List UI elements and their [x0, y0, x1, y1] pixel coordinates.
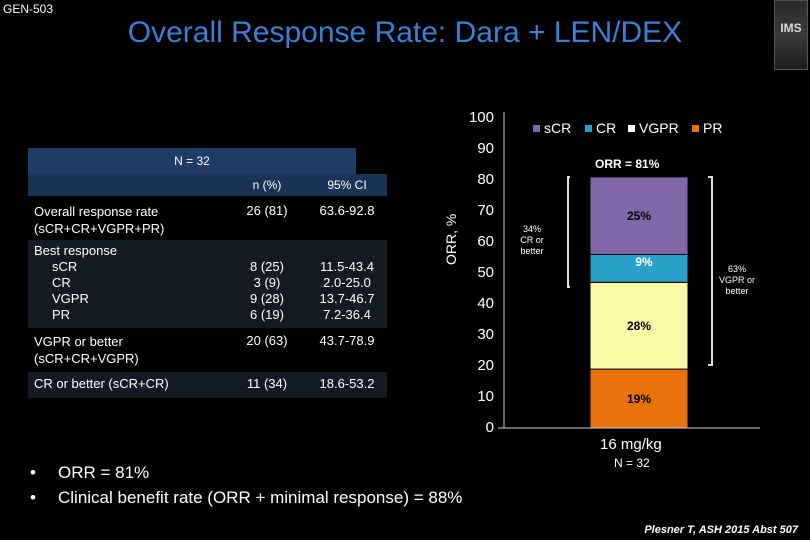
row-n: 11 (34): [246, 376, 288, 391]
legend-swatch: [585, 124, 592, 132]
table-row: Overall response rate (sCR+CR+VGPR+PR) 2…: [28, 200, 387, 240]
row-label: Overall response rate (sCR+CR+VGPR+PR): [34, 204, 165, 236]
vgpr-or-better-bracket: [708, 176, 713, 366]
sub-n: 3 (9): [253, 275, 281, 290]
legend-label: VGPR: [639, 120, 679, 136]
y-tick-label: 100: [468, 109, 494, 126]
col-n-header: n (%): [252, 178, 282, 192]
bar-segment-vgpr: [589, 281, 689, 370]
bullet-item: Clinical benefit rate (ORR + minimal res…: [30, 485, 462, 510]
bar-segment-cr: [589, 253, 689, 283]
row-n: 8 (25) 3 (9) 9 (28) 6 (19): [236, 259, 298, 323]
bar-segment-scr: [589, 176, 689, 255]
sub-n: 8 (25): [250, 259, 284, 274]
table-header-cols: n (%) 95% CI: [28, 174, 387, 196]
table-header-n: N = 32: [28, 148, 356, 174]
row-ci: 43.7-78.9: [319, 333, 375, 348]
table-row: VGPR or better (sCR+CR+VGPR) 20 (63) 43.…: [28, 330, 387, 370]
row-ci: 63.6-92.8: [319, 203, 375, 218]
table-row: Best response sCR CR VGPR PR 8 (25) 3 (9…: [28, 240, 387, 328]
logo-text: IMS: [780, 21, 802, 35]
legend-scr: sCR: [533, 120, 571, 136]
y-tick-label: 90: [477, 140, 494, 157]
col-ci-header: 95% CI: [327, 178, 367, 192]
x-category-sub: N = 32: [614, 456, 650, 470]
row-label: CR or better (sCR+CR): [34, 376, 169, 391]
segment-label-pr: 19%: [626, 391, 652, 406]
legend-label: CR: [596, 120, 617, 136]
segment-label-cr: 9%: [635, 255, 653, 270]
sub-label: PR: [52, 307, 71, 322]
legend-vgpr: VGPR: [628, 120, 679, 136]
orr-total-label: ORR = 81%: [595, 157, 660, 171]
legend-swatch: [628, 124, 635, 132]
legend-swatch: [692, 124, 699, 132]
bullet-item: ORR = 81%: [30, 460, 462, 485]
sub-label: CR: [52, 275, 71, 290]
legend-label: PR: [703, 120, 723, 136]
cr-or-better-label: 34% CR or better: [520, 224, 544, 256]
slide-code: GEN-503: [3, 2, 54, 16]
row-label: VGPR or better (sCR+CR+VGPR): [34, 334, 139, 366]
y-tick-label: 20: [477, 357, 494, 374]
row-n: 26 (81): [246, 203, 288, 218]
sub-ci: 2.0-25.0: [323, 275, 371, 290]
sub-label: sCR: [52, 259, 78, 274]
sub-ci: 11.5-43.4: [320, 259, 374, 274]
table-row: CR or better (sCR+CR) 11 (34) 18.6-53.2: [28, 372, 387, 398]
legend-cr: CR: [585, 120, 616, 136]
y-tick-label: 80: [477, 171, 494, 188]
bullet-list: ORR = 81% Clinical benefit rate (ORR + m…: [30, 460, 462, 510]
sub-ci: 13.7-46.7: [319, 291, 375, 306]
response-table: N = 32 n (%) 95% CI Overall response rat…: [28, 148, 387, 398]
vgpr-or-better-label: 63% VGPR or better: [718, 264, 755, 296]
row-n: 20 (63): [246, 333, 288, 348]
x-category-label: 16 mg/kg: [600, 436, 662, 453]
bar-segment-pr: [589, 368, 689, 429]
cr-or-better-bracket: [567, 176, 570, 288]
segment-label-vgpr: 28%: [626, 318, 652, 333]
y-tick-label: 50: [477, 264, 494, 281]
y-tick-label: 0: [485, 419, 494, 436]
row-label: Best response sCR CR VGPR PR: [34, 243, 117, 323]
sub-n: 9 (28): [250, 291, 284, 306]
slide-title: Overall Response Rate: Dara + LEN/DEX: [127, 16, 683, 49]
y-tick-label: 30: [477, 326, 494, 343]
row-ci: 11.5-43.4 2.0-25.0 13.7-46.7 7.2-36.4: [310, 259, 384, 323]
sub-n: 6 (19): [250, 307, 284, 322]
sub-label: VGPR: [52, 291, 89, 306]
best-response-label: Best response: [34, 243, 118, 258]
legend-pr: PR: [692, 120, 722, 136]
legend-label: sCR: [544, 120, 572, 136]
citation: Plesner T, ASH 2015 Abst 507: [644, 524, 798, 536]
legend-swatch: [533, 124, 540, 132]
n-label: N = 32: [174, 154, 210, 168]
segment-label-scr: 25%: [626, 208, 652, 223]
y-tick-label: 40: [477, 295, 494, 312]
sub-ci: 7.2-36.4: [323, 307, 371, 322]
row-ci: 18.6-53.2: [319, 376, 375, 391]
ims-logo: IMS: [774, 0, 808, 70]
y-tick-label: 10: [477, 388, 494, 405]
y-tick-label: 60: [477, 233, 494, 250]
y-tick-label: 70: [477, 202, 494, 219]
